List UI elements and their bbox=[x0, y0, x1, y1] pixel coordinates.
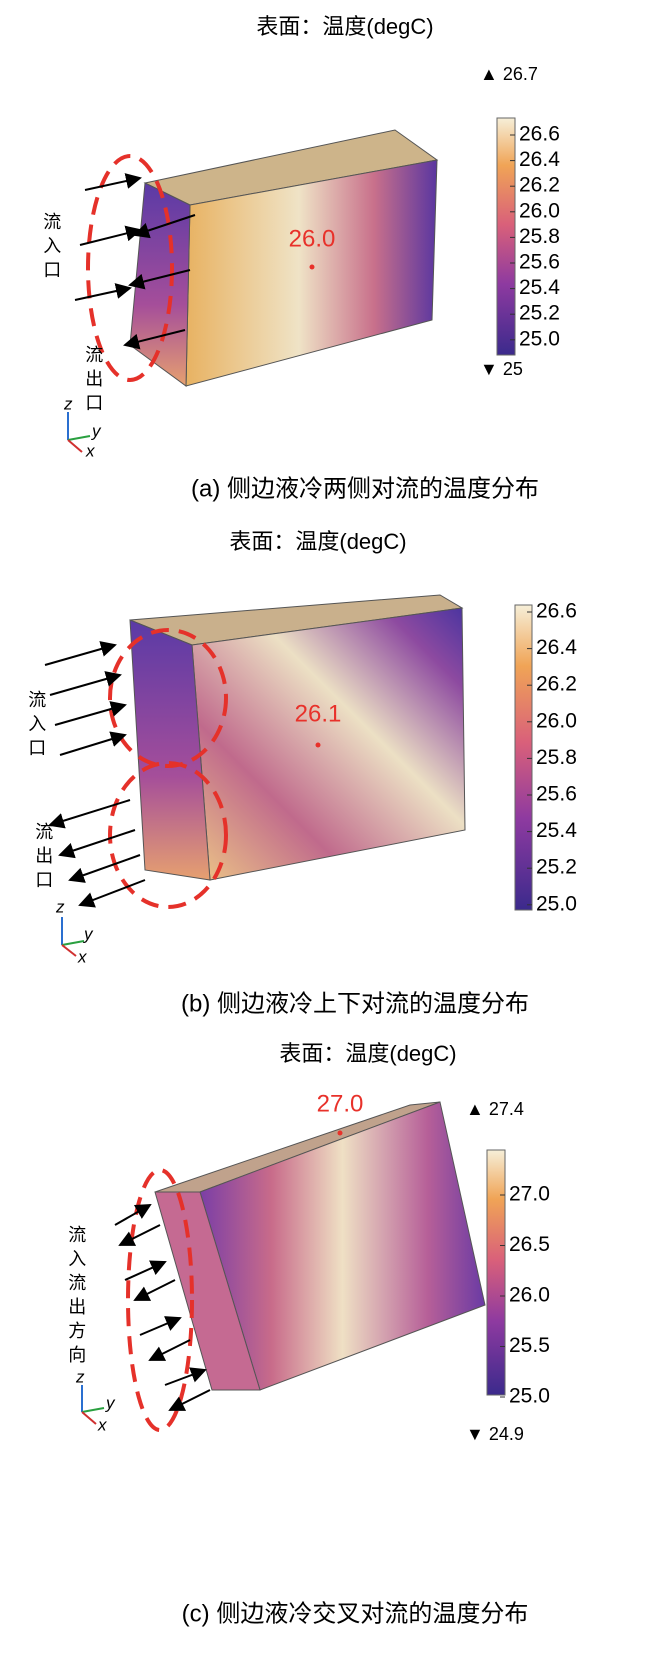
axis-y bbox=[61, 940, 85, 946]
arrow bbox=[118, 1224, 161, 1246]
arrow bbox=[49, 671, 122, 696]
min-label: ▼ 24.9 bbox=[466, 1424, 524, 1444]
colorbar-tick-label: 26.6 bbox=[519, 123, 560, 146]
arrow bbox=[44, 641, 117, 666]
axis-label: y bbox=[83, 924, 94, 943]
colorbar-tick-label: 25.0 bbox=[509, 1385, 550, 1408]
battery-side bbox=[154, 1191, 261, 1391]
axis-label: x bbox=[77, 947, 87, 966]
highlight bbox=[108, 761, 228, 909]
colorbar bbox=[486, 1149, 506, 1396]
caption: (c) 侧边液冷交叉对流的温度分布 bbox=[182, 1600, 529, 1627]
axis-x bbox=[61, 944, 77, 957]
arrow bbox=[128, 269, 191, 290]
battery-front bbox=[191, 607, 466, 881]
arrow bbox=[78, 879, 146, 908]
axis-label: y bbox=[91, 421, 102, 440]
center-value: 27.0 bbox=[317, 1090, 364, 1117]
panel-title: 表面：温度(degC) bbox=[229, 529, 406, 554]
colorbar-tick-label: 25.4 bbox=[519, 276, 560, 299]
inlet-label: 流入口 bbox=[26, 690, 46, 762]
arrow bbox=[133, 1279, 176, 1301]
colorbar-tick-label: 25.5 bbox=[509, 1334, 550, 1357]
arrow bbox=[74, 283, 132, 301]
outlet-label: 流出口 bbox=[33, 822, 53, 894]
arrow bbox=[114, 1204, 152, 1226]
battery-side bbox=[129, 619, 211, 881]
probe-point bbox=[337, 1130, 343, 1136]
axis-label: x bbox=[97, 1415, 107, 1434]
arrow bbox=[168, 1389, 211, 1411]
arrow bbox=[164, 1367, 207, 1386]
axis-y bbox=[67, 435, 91, 441]
arrow bbox=[59, 731, 127, 756]
colorbar-tick-label: 26.6 bbox=[536, 600, 577, 623]
colorbar-tick-label: 26.0 bbox=[509, 1284, 550, 1307]
arrow bbox=[133, 214, 196, 239]
colorbar-tick-label: 25.8 bbox=[536, 746, 577, 769]
max-label: ▲ 26.7 bbox=[480, 64, 538, 84]
panel-title: 表面：温度(degC) bbox=[256, 14, 433, 39]
colorbar-tick-label: 26.0 bbox=[519, 199, 560, 222]
probe-point bbox=[315, 742, 321, 748]
center-value: 26.1 bbox=[295, 700, 342, 727]
center-value: 26.0 bbox=[289, 225, 336, 252]
axis-x bbox=[81, 1411, 97, 1425]
colorbar-tick-label: 25.6 bbox=[519, 251, 560, 274]
panel-title: 表面：温度(degC) bbox=[279, 1041, 456, 1066]
arrow bbox=[84, 173, 142, 191]
arrow bbox=[58, 829, 136, 859]
caption: (a) 侧边液冷两侧对流的温度分布 bbox=[191, 475, 539, 502]
colorbar-tick-label: 25.4 bbox=[536, 819, 577, 842]
colorbar-tick-label: 25.0 bbox=[519, 327, 560, 350]
flow-label: 流入流出方向 bbox=[66, 1225, 86, 1369]
arrow bbox=[54, 701, 127, 726]
colorbar-tick-label: 25.6 bbox=[536, 783, 577, 806]
highlight bbox=[86, 154, 174, 382]
axis-x bbox=[67, 439, 83, 453]
axis-label: z bbox=[63, 394, 73, 413]
colorbar-tick-label: 26.5 bbox=[509, 1233, 550, 1256]
colorbar bbox=[514, 604, 533, 911]
axis-label: x bbox=[85, 441, 95, 460]
arrow bbox=[123, 329, 186, 350]
arrow bbox=[148, 1339, 191, 1361]
colorbar-tick-label: 26.2 bbox=[536, 673, 577, 696]
caption: (b) 侧边液冷上下对流的温度分布 bbox=[181, 990, 529, 1017]
outlet-label: 流出口 bbox=[83, 345, 103, 417]
arrow bbox=[139, 1316, 182, 1336]
axis-label: z bbox=[75, 1367, 85, 1386]
arrow bbox=[79, 225, 142, 246]
min-label: ▼ 25 bbox=[480, 359, 523, 379]
colorbar-tick-label: 25.8 bbox=[519, 225, 560, 248]
colorbar-tick-label: 25.0 bbox=[536, 892, 577, 915]
colorbar-tick-label: 26.0 bbox=[536, 709, 577, 732]
highlight bbox=[126, 1168, 194, 1432]
battery-side bbox=[129, 182, 191, 387]
colorbar-tick-label: 27.0 bbox=[509, 1183, 550, 1206]
highlight bbox=[108, 628, 228, 768]
colorbar-tick-label: 26.4 bbox=[536, 636, 577, 659]
axis-label: y bbox=[105, 1393, 116, 1412]
arrow bbox=[48, 799, 131, 829]
arrow bbox=[124, 1260, 167, 1281]
colorbar bbox=[496, 117, 516, 356]
colorbar-tick-label: 25.2 bbox=[536, 856, 577, 879]
inlet-label: 流入口 bbox=[41, 212, 61, 284]
colorbar-tick-label: 26.2 bbox=[519, 174, 560, 197]
arrow bbox=[68, 854, 141, 883]
axis-label: z bbox=[55, 897, 65, 916]
colorbar-tick-label: 25.2 bbox=[519, 302, 560, 325]
max-label: ▲ 27.4 bbox=[466, 1099, 524, 1119]
colorbar-tick-label: 26.4 bbox=[519, 148, 560, 171]
probe-point bbox=[309, 264, 315, 270]
axis-y bbox=[81, 1407, 105, 1413]
